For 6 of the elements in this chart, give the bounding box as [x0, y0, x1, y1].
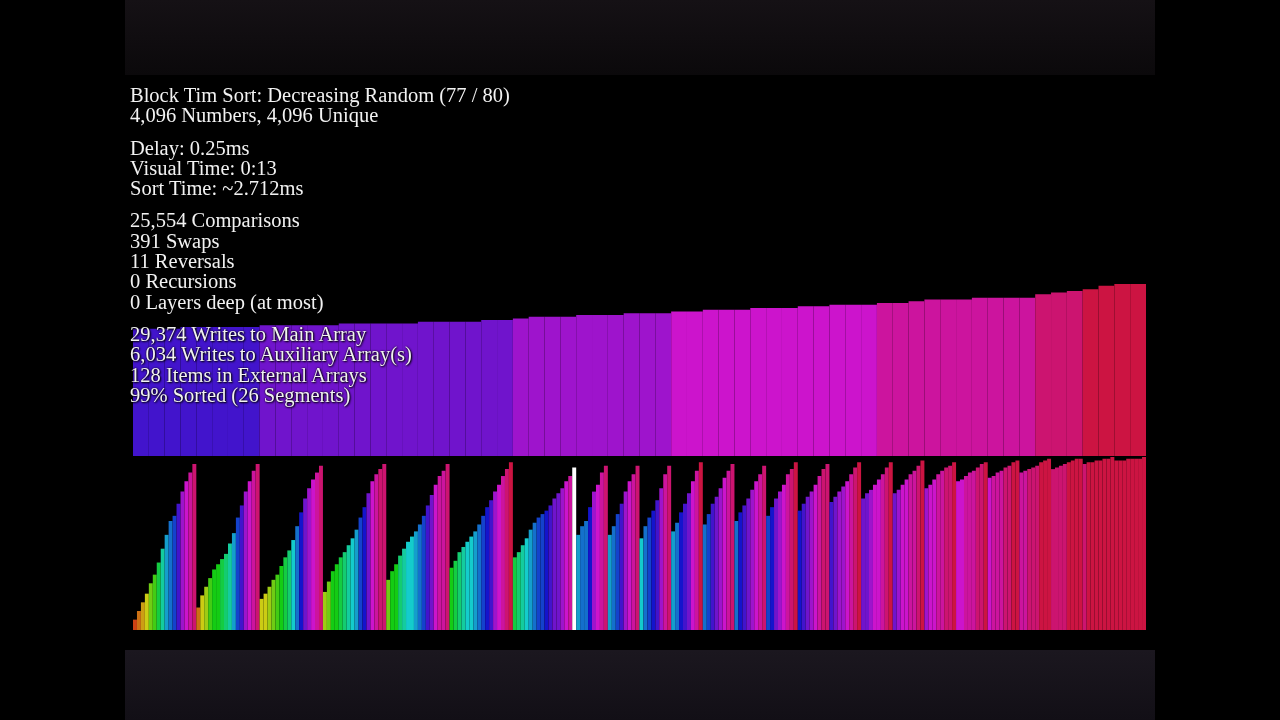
annotation: 0 Layers deep (at most) [130, 290, 324, 313]
chart-title: Block Tim Sort: Decreasing Random (77 / 80) [130, 84, 510, 106]
text: 25,554 Comparisons [130, 209, 300, 232]
text: Sort Time: ~2.712ms [130, 177, 304, 200]
text: Delay: 0.25ms [130, 136, 250, 159]
annotation: 0 Recursions [130, 270, 237, 293]
